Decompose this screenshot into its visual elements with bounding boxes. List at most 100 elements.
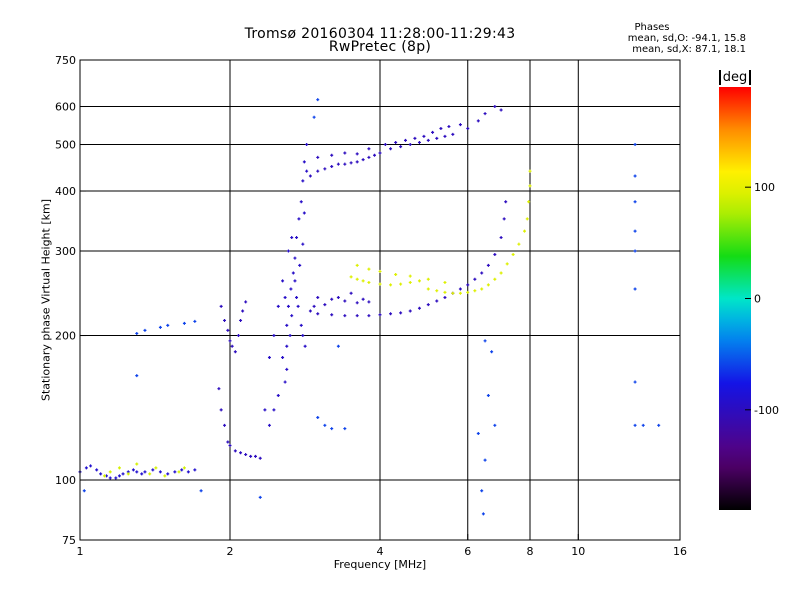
data-point	[233, 350, 237, 354]
y-tick-label: 200	[55, 330, 76, 343]
data-point	[299, 323, 303, 327]
data-point	[219, 408, 223, 412]
data-point	[135, 331, 139, 335]
data-point	[239, 451, 243, 455]
data-point	[426, 138, 430, 142]
data-point	[451, 132, 455, 136]
data-point	[286, 249, 290, 253]
x-tick-label: 16	[673, 545, 687, 558]
stats-x-mode: mean, sd,X: 87.1, 18.1	[632, 44, 746, 55]
data-point	[223, 318, 227, 322]
data-point	[399, 145, 403, 149]
data-point	[633, 249, 637, 253]
data-point	[355, 314, 359, 318]
data-point	[316, 155, 320, 159]
data-point	[505, 262, 509, 266]
data-point	[223, 423, 227, 427]
data-point	[286, 304, 290, 308]
data-point	[323, 303, 327, 307]
data-point	[473, 289, 477, 293]
data-point	[483, 458, 487, 462]
data-point	[330, 153, 334, 157]
chart-title-line2: RwPretec (8p)	[328, 39, 432, 55]
data-point	[312, 115, 316, 119]
data-point	[408, 143, 412, 147]
data-point	[361, 158, 365, 162]
data-point	[517, 242, 521, 246]
data-point	[417, 306, 421, 310]
data-point	[267, 423, 271, 427]
data-point	[193, 468, 197, 472]
data-point	[285, 323, 289, 327]
data-point	[180, 468, 184, 472]
data-point	[480, 271, 484, 275]
data-point	[343, 299, 347, 303]
data-point	[349, 275, 353, 279]
data-point	[378, 282, 382, 286]
data-point	[193, 319, 197, 323]
y-tick-label: 500	[55, 139, 76, 152]
data-point	[276, 304, 280, 308]
data-point	[435, 136, 439, 140]
data-point	[135, 470, 139, 474]
data-point	[140, 472, 144, 476]
data-point	[480, 489, 484, 493]
colorbar: 100 0 -100	[719, 87, 779, 510]
data-point	[301, 179, 305, 183]
data-point	[435, 289, 439, 293]
data-point	[312, 304, 316, 308]
y-tick-label: 600	[55, 101, 76, 114]
data-point	[276, 394, 280, 398]
data-point	[443, 280, 447, 284]
x-tick-label: 10	[571, 545, 585, 558]
data-point	[182, 321, 186, 325]
data-point	[330, 427, 334, 431]
data-point	[226, 328, 230, 332]
data-point	[121, 472, 125, 476]
grid-lines	[80, 60, 680, 540]
data-point	[186, 470, 190, 474]
data-point	[135, 462, 139, 466]
data-point	[439, 126, 443, 130]
data-point	[316, 415, 320, 419]
x-tick-label: 4	[377, 545, 384, 558]
data-point	[89, 464, 93, 468]
data-point	[458, 291, 462, 295]
data-point	[367, 267, 371, 271]
data-point	[633, 423, 637, 427]
data-point	[236, 334, 240, 338]
data-point	[336, 344, 340, 348]
data-point	[272, 334, 276, 338]
data-point	[199, 489, 203, 493]
data-point	[308, 174, 312, 178]
data-point	[355, 152, 359, 156]
data-point	[408, 309, 412, 313]
data-point	[349, 161, 353, 165]
data-point	[281, 355, 285, 359]
data-point	[301, 334, 305, 338]
data-point	[528, 184, 532, 188]
data-point	[502, 217, 506, 221]
data-point	[336, 296, 340, 300]
data-point	[408, 280, 412, 284]
data-point	[493, 105, 497, 109]
data-point	[84, 466, 88, 470]
data-point	[99, 472, 103, 476]
data-point	[486, 394, 490, 398]
data-point	[330, 297, 334, 301]
colorbar-tick-label: -100	[754, 404, 779, 417]
data-point	[241, 309, 245, 313]
data-point	[389, 283, 393, 287]
data-point	[226, 440, 230, 444]
data-point	[303, 344, 307, 348]
data-point	[499, 271, 503, 275]
data-point	[378, 269, 382, 273]
data-point	[330, 313, 334, 317]
data-point	[323, 423, 327, 427]
data-point	[293, 279, 297, 283]
x-tick-label: 8	[527, 545, 534, 558]
data-point	[367, 280, 371, 284]
data-point	[367, 314, 371, 318]
y-tick-label: 300	[55, 245, 76, 258]
